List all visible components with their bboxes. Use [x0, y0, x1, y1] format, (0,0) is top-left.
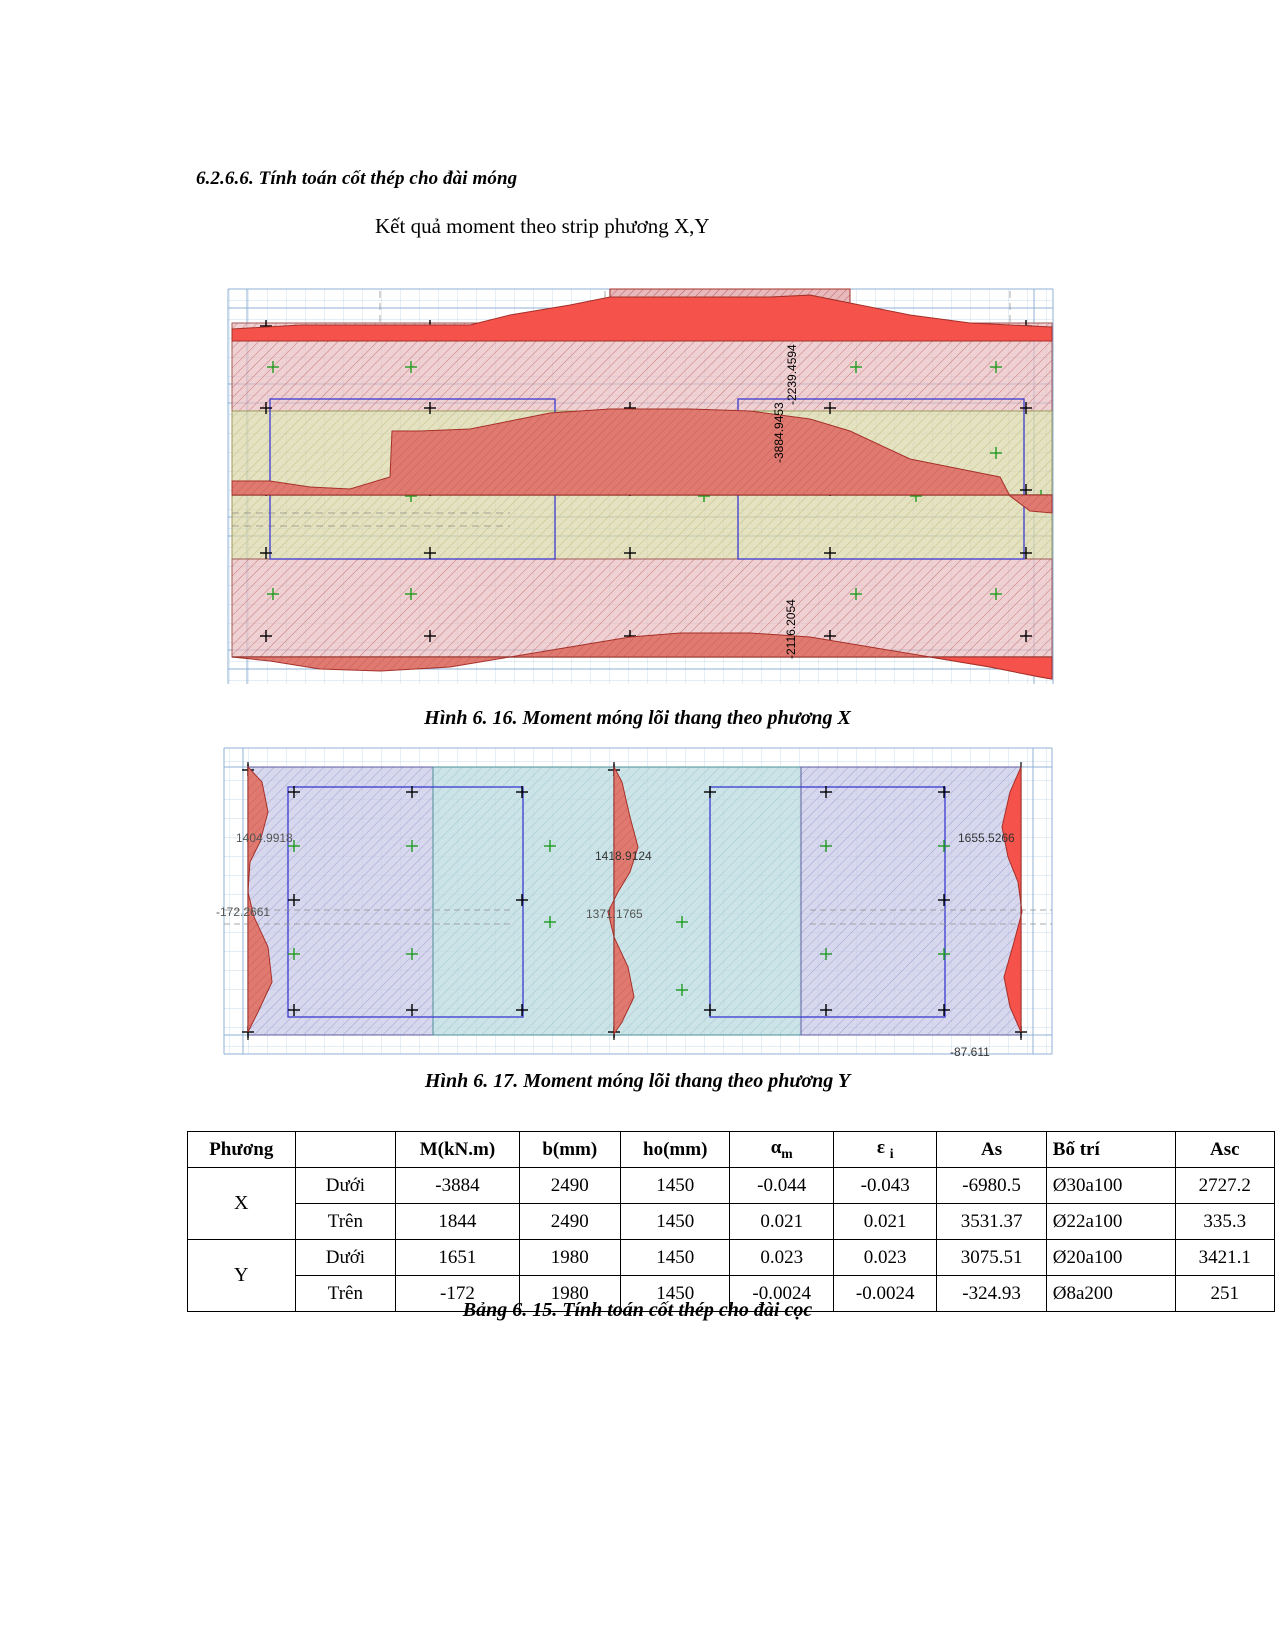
moment-value-labels: -2239.4594 747.1323 -3884.9453 1844.1402…: [772, 344, 799, 659]
header-b: b(mm): [518, 1131, 621, 1168]
moment-shape-right: [1001, 766, 1023, 1033]
label-value: -172.2661: [216, 905, 270, 919]
ho: 1450: [619, 1275, 731, 1312]
reinforcement-table: Phương M(kN.m) b(mm) ho(mm) αm ε i As Bố…: [187, 1131, 1275, 1312]
direction-y: Y: [187, 1239, 296, 1312]
figure-x-caption: Hình 6. 16. Moment móng lõi thang theo p…: [424, 707, 851, 729]
label-value: -2239.4594: [785, 344, 799, 405]
cap-outline-y: [287, 786, 946, 1018]
band-right-blue: [800, 766, 1022, 1036]
band-center-cyan: [432, 766, 802, 1036]
epsilon-i: -0.0024: [832, 1275, 938, 1312]
b: 2490: [518, 1203, 621, 1240]
header-epsilon-i: ε i: [832, 1131, 938, 1168]
section-heading: 6.2.6.6. Tính toán cốt thép cho đài móng: [196, 168, 518, 189]
label-value: 1404.9918: [236, 831, 293, 845]
moment: 1844: [395, 1203, 520, 1240]
position: Trên: [294, 1275, 397, 1312]
moment-strip-top: [231, 288, 1053, 342]
alpha-m: 0.023: [729, 1239, 834, 1276]
figure-moment-y: 1404.9918 1655.5266 -172.2661 1418.9124 …: [210, 742, 1065, 1060]
moment-shape-center: [607, 766, 639, 1036]
moment-strip-middle: [231, 408, 1053, 514]
b: 1980: [518, 1275, 621, 1312]
band-bottom-pink: [231, 558, 1053, 658]
header-as: As: [936, 1131, 1047, 1168]
header-phuong: Phương: [187, 1131, 296, 1168]
header-asc: Asc: [1174, 1131, 1275, 1168]
ho: 1450: [619, 1239, 731, 1276]
table-row: X Dưới -3884 2490 1450 -0.044 -0.043 -69…: [187, 1167, 1275, 1240]
table-row: Trên 1844 2490 1450 0.021 0.021 3531.37 …: [188, 1203, 1275, 1240]
as: -324.93: [936, 1275, 1047, 1312]
b: 1980: [518, 1239, 621, 1276]
subtitle: Kết quả moment theo strip phương X,Y: [375, 214, 710, 238]
alpha-m: -0.0024: [729, 1275, 834, 1312]
as: 3531.37: [936, 1203, 1047, 1240]
epsilon-i: 0.021: [832, 1203, 938, 1240]
header-position: [294, 1131, 397, 1168]
as: 3075.51: [936, 1239, 1047, 1276]
table-row: Y Dưới 1651 1980 1450 0.023 0.023 3075.5…: [187, 1239, 1275, 1312]
header-ho: ho(mm): [619, 1131, 731, 1168]
epsilon-i: 0.023: [832, 1239, 938, 1276]
moment-strip-bottom: [231, 632, 1053, 680]
moment: 1651: [395, 1239, 520, 1276]
asc: 2727.2: [1174, 1167, 1275, 1204]
botri: Ø22a100: [1045, 1203, 1176, 1240]
label-value: 1418.9124: [595, 849, 652, 863]
moment-shape-left: [247, 765, 273, 1033]
header-moment: M(kN.m): [395, 1131, 520, 1168]
asc: 251: [1174, 1275, 1275, 1312]
header-alpha-m: αm: [729, 1131, 834, 1168]
b: 2490: [518, 1167, 621, 1204]
as: -6980.5: [936, 1167, 1047, 1204]
ho: 1450: [619, 1203, 731, 1240]
figure-y-caption: Hình 6. 17. Moment móng lõi thang theo p…: [424, 1070, 851, 1092]
direction-x: X: [187, 1167, 296, 1240]
pile-markers-y: [288, 840, 950, 996]
table-header-row: Phương M(kN.m) b(mm) ho(mm) αm ε i As Bố…: [187, 1131, 1275, 1168]
asc: 3421.1: [1174, 1239, 1275, 1276]
figure-moment-x: -2239.4594 747.1323 -3884.9453 1844.1402…: [210, 281, 1065, 693]
moment-value-labels-y: 1404.9918 1655.5266 -172.2661 1418.9124 …: [216, 831, 1015, 1059]
node-markers-y: [242, 764, 1027, 1038]
position: Dưới: [294, 1167, 397, 1204]
table-caption: Bảng 6. 15. Tính toán cốt thép cho đài c…: [462, 1299, 813, 1321]
position: Trên: [294, 1203, 397, 1240]
alpha-m: -0.044: [729, 1167, 834, 1204]
band-left-blue: [247, 766, 434, 1036]
moment: -3884: [395, 1167, 520, 1204]
label-value: -87.611: [950, 1045, 990, 1059]
label-value: 1655.5266: [958, 831, 1015, 845]
ho: 1450: [619, 1167, 731, 1204]
botri: Ø20a100: [1045, 1239, 1176, 1276]
label-value: -2116.2054: [784, 599, 798, 659]
asc: 335.3: [1174, 1203, 1275, 1240]
botri: Ø30a100: [1045, 1167, 1176, 1204]
label-value: 1371.1765: [586, 907, 643, 921]
header-botri: Bố trí: [1045, 1131, 1176, 1168]
moment: -172: [395, 1275, 520, 1312]
label-value: -3884.9453: [772, 402, 786, 463]
epsilon-i: -0.043: [832, 1167, 938, 1204]
alpha-m: 0.021: [729, 1203, 834, 1240]
table-row: Trên -172 1980 1450 -0.0024 -0.0024 -324…: [188, 1275, 1275, 1312]
position: Dưới: [294, 1239, 397, 1276]
